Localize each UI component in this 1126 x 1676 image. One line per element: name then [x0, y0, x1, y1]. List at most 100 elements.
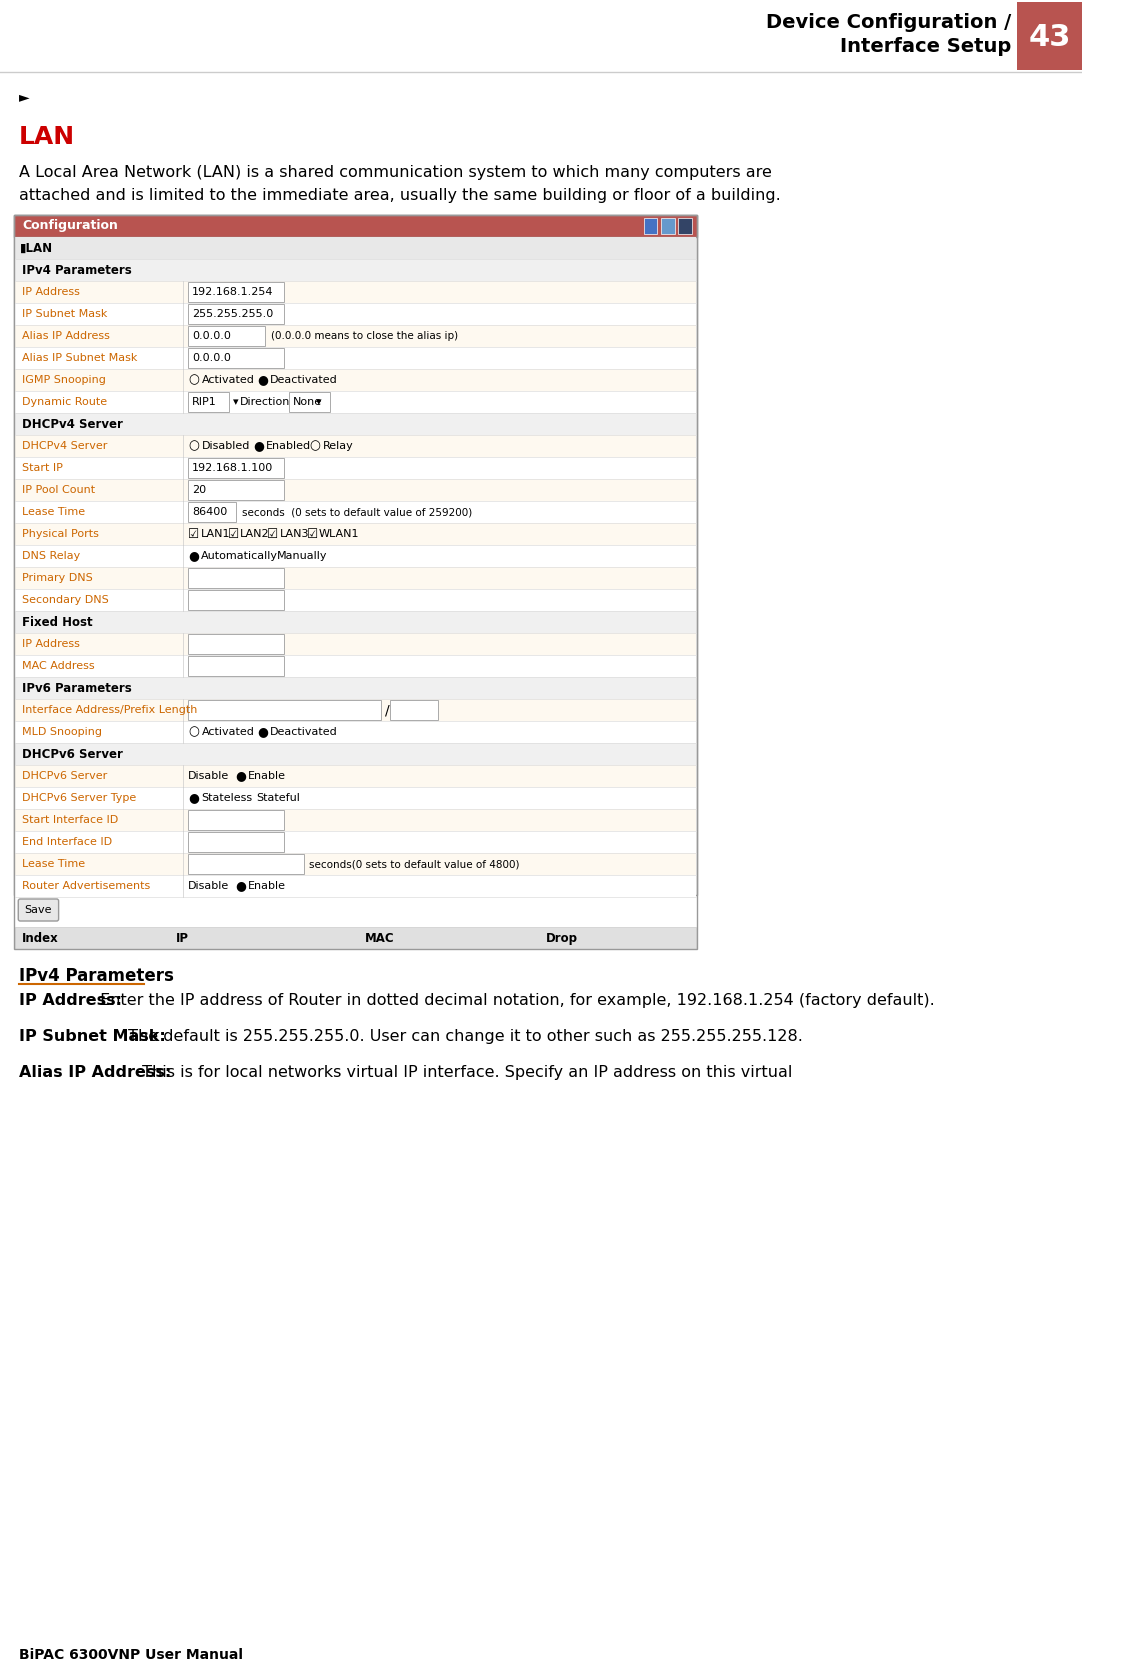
Text: None: None	[293, 397, 322, 407]
Text: This is for local networks virtual IP interface. Specify an IP address on this v: This is for local networks virtual IP in…	[137, 1064, 793, 1079]
Text: Lease Time: Lease Time	[23, 860, 86, 868]
Bar	[16, 282, 696, 303]
Text: IP Subnet Mask: IP Subnet Mask	[23, 308, 107, 318]
Text: Physical Ports: Physical Ports	[23, 530, 99, 540]
Text: LAN3: LAN3	[279, 530, 310, 540]
Bar	[15, 215, 697, 236]
Bar	[188, 655, 285, 675]
Text: ☑: ☑	[227, 528, 239, 540]
Text: ●: ●	[258, 726, 268, 739]
Bar	[188, 634, 285, 654]
Text: ○: ○	[188, 726, 199, 739]
Text: Deactivated: Deactivated	[270, 727, 338, 737]
Text: Interface Setup: Interface Setup	[840, 37, 1011, 55]
Text: Deactivated: Deactivated	[270, 375, 338, 385]
Bar	[16, 523, 696, 545]
Text: Activated: Activated	[202, 375, 254, 385]
Text: Disable: Disable	[188, 771, 230, 781]
Text: Drop: Drop	[546, 932, 578, 945]
Text: 192.168.1.254: 192.168.1.254	[193, 287, 274, 297]
Text: 192.168.1.100: 192.168.1.100	[193, 463, 274, 473]
Bar	[188, 458, 285, 478]
Bar	[16, 566, 696, 588]
Bar	[16, 875, 696, 897]
Text: Configuration: Configuration	[23, 220, 118, 233]
Bar	[16, 721, 696, 742]
Text: MAC: MAC	[365, 932, 394, 945]
Text: Alias IP Address: Alias IP Address	[23, 330, 110, 340]
Bar	[188, 503, 236, 521]
Text: IPv4 Parameters: IPv4 Parameters	[23, 263, 132, 277]
Text: Disabled: Disabled	[202, 441, 250, 451]
Text: The default is 255.255.255.0. User can change it to other such as 255.255.255.12: The default is 255.255.255.0. User can c…	[123, 1029, 803, 1044]
Bar	[16, 347, 696, 369]
Bar	[16, 479, 696, 501]
Text: ●: ●	[253, 439, 265, 453]
Text: WLAN1: WLAN1	[319, 530, 359, 540]
Bar	[16, 853, 696, 875]
Bar	[16, 369, 696, 391]
Text: Device Configuration /: Device Configuration /	[766, 12, 1011, 32]
Text: Primary DNS: Primary DNS	[23, 573, 92, 583]
Text: DNS Relay: DNS Relay	[23, 551, 80, 561]
Bar	[188, 701, 381, 721]
Text: seconds(0 sets to default value of 4800): seconds(0 sets to default value of 4800)	[310, 860, 520, 868]
Text: IGMP Snooping: IGMP Snooping	[23, 375, 106, 385]
Text: ○: ○	[188, 439, 199, 453]
Text: Enter the IP address of Router in dotted decimal notation, for example, 192.168.: Enter the IP address of Router in dotted…	[96, 992, 935, 1007]
Text: 20: 20	[193, 484, 206, 494]
Text: 255.255.255.0: 255.255.255.0	[193, 308, 274, 318]
Text: Fixed Host: Fixed Host	[23, 615, 92, 628]
FancyBboxPatch shape	[18, 898, 59, 922]
Bar	[16, 788, 696, 810]
Bar	[16, 412, 696, 436]
Text: ●: ●	[235, 880, 245, 893]
Text: Interface Address/Prefix Length: Interface Address/Prefix Length	[23, 706, 197, 716]
Text: Automatically: Automatically	[200, 551, 278, 561]
Text: DHCPv6 Server Type: DHCPv6 Server Type	[23, 793, 136, 803]
Text: Relay: Relay	[323, 441, 354, 451]
Text: Alias IP Address:: Alias IP Address:	[19, 1064, 171, 1079]
Text: ●: ●	[258, 374, 268, 387]
Bar	[16, 677, 696, 699]
Text: ▮LAN: ▮LAN	[20, 241, 53, 255]
Text: BiPAC 6300VNP User Manual: BiPAC 6300VNP User Manual	[19, 1648, 243, 1663]
Text: ►: ►	[19, 91, 30, 104]
Bar	[188, 327, 266, 345]
Bar	[16, 501, 696, 523]
Text: Lease Time: Lease Time	[23, 508, 86, 516]
FancyBboxPatch shape	[1017, 2, 1082, 70]
Text: IP: IP	[176, 932, 189, 945]
Text: DHCPv6 Server: DHCPv6 Server	[23, 771, 107, 781]
Bar	[16, 236, 696, 260]
Text: Enable: Enable	[248, 771, 286, 781]
Text: (0.0.0.0 means to close the alias ip): (0.0.0.0 means to close the alias ip)	[271, 330, 458, 340]
Bar	[16, 260, 696, 282]
Text: End Interface ID: End Interface ID	[23, 836, 113, 846]
Text: Activated: Activated	[202, 727, 254, 737]
Text: Start Interface ID: Start Interface ID	[23, 815, 118, 825]
Bar	[16, 742, 696, 764]
Text: LAN2: LAN2	[240, 530, 270, 540]
Text: DHCPv6 Server: DHCPv6 Server	[23, 747, 123, 761]
Text: Save: Save	[25, 905, 52, 915]
Bar	[16, 436, 696, 458]
Text: attached and is limited to the immediate area, usually the same building or floo: attached and is limited to the immediate…	[19, 188, 781, 203]
Bar	[188, 349, 285, 369]
Text: ●: ●	[188, 791, 199, 804]
Text: Secondary DNS: Secondary DNS	[23, 595, 109, 605]
Bar	[390, 701, 438, 721]
Text: 43: 43	[1028, 22, 1071, 52]
Text: IP Address: IP Address	[23, 287, 80, 297]
Text: Enable: Enable	[248, 882, 286, 892]
Bar	[188, 831, 285, 851]
Bar	[16, 831, 696, 853]
Text: ○: ○	[188, 374, 199, 387]
Text: ☑: ☑	[267, 528, 278, 540]
Text: Alias IP Subnet Mask: Alias IP Subnet Mask	[23, 354, 137, 364]
Bar	[188, 568, 285, 588]
Text: Manually: Manually	[277, 551, 328, 561]
Bar	[188, 282, 285, 302]
Text: seconds  (0 sets to default value of 259200): seconds (0 sets to default value of 2592…	[242, 508, 473, 516]
Text: A Local Area Network (LAN) is a shared communication system to which many comput: A Local Area Network (LAN) is a shared c…	[19, 164, 772, 179]
